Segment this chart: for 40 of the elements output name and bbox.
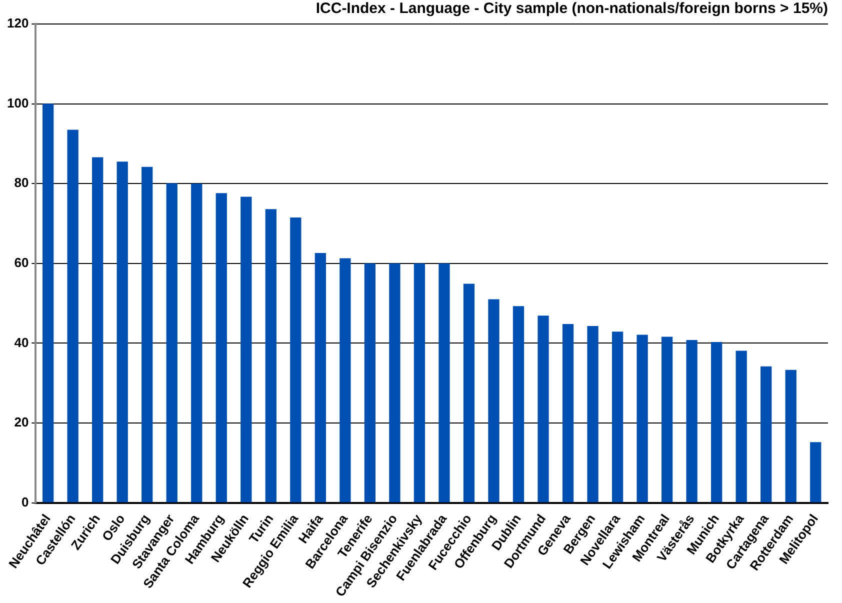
- bar: [636, 334, 648, 502]
- bar: [42, 104, 54, 502]
- bar: [389, 263, 400, 502]
- bar: [191, 184, 202, 502]
- bar: [364, 263, 376, 502]
- y-tick-label: 0: [21, 494, 29, 510]
- bar: [142, 166, 153, 502]
- bar: [512, 306, 524, 502]
- bar: [166, 183, 178, 502]
- bar: [463, 284, 475, 502]
- y-tick-label: 20: [14, 414, 29, 430]
- bar: [661, 336, 673, 502]
- bar: [438, 263, 450, 502]
- bar: [488, 299, 500, 502]
- bar: [810, 442, 822, 502]
- bar: [314, 253, 326, 502]
- y-tick-label: 40: [14, 334, 29, 350]
- bar: [760, 366, 772, 502]
- bar: [67, 130, 78, 502]
- y-tick-label: 120: [6, 16, 29, 31]
- bar: [216, 193, 227, 502]
- bar: [340, 258, 351, 502]
- y-tick-label: 100: [6, 95, 29, 110]
- bar: [686, 340, 698, 502]
- bar: [612, 332, 624, 502]
- bar: [587, 326, 598, 502]
- bar: [414, 263, 426, 502]
- bar: [240, 196, 252, 502]
- bar: [92, 157, 104, 502]
- bar: [116, 162, 128, 502]
- y-tick-label: 80: [14, 175, 29, 190]
- bar: [736, 350, 747, 502]
- bar: [538, 316, 549, 502]
- bar: [265, 209, 276, 502]
- bar: [785, 370, 796, 502]
- bar: [711, 342, 722, 502]
- chart-title: ICC-Index - Language - City sample (non-nationals/foreign borns > 15%): [316, 0, 828, 18]
- bar: [290, 218, 302, 502]
- y-tick-label: 60: [14, 254, 29, 270]
- bar: [562, 324, 574, 502]
